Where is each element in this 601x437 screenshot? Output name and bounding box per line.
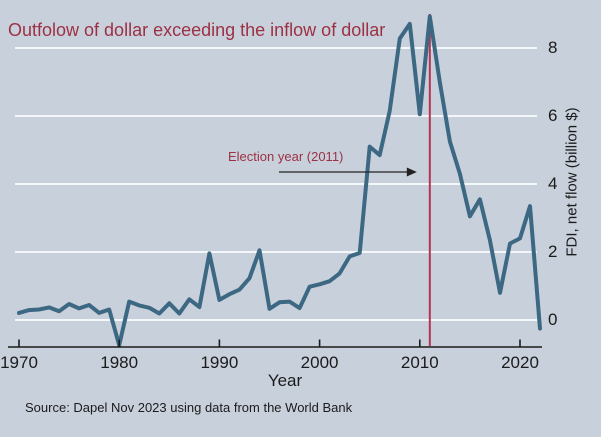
x-tick-label-2000: 2000 [300,353,339,372]
event-annotation-label: Election year (2011) [228,149,344,164]
arrow-head [406,167,417,177]
fdi-net-flow-line [17,14,542,348]
chart-title: Outfolow of dollar exceeding the inflow … [8,20,386,40]
y-tick-label-6: 6 [548,106,558,125]
data-line-group [17,14,542,348]
x-axis-group [8,339,542,348]
x-tick-label-2010: 2010 [400,353,439,372]
annotation-arrow-icon [279,167,417,177]
source-note: Source: Dapel Nov 2023 using data from t… [25,400,353,415]
x-axis-title: Year [267,371,303,390]
x-tick-label-1990: 1990 [200,353,239,372]
y-axis-title: FDI, net flow (billion $) [563,107,581,257]
x-tick-label-1970: 1970 [0,353,38,372]
x-tick-label-1980: 1980 [100,353,139,372]
y-tick-label-2: 2 [548,242,558,261]
y-tick-label-8: 8 [548,38,558,57]
gridlines-group [15,47,537,321]
y-tick-label-4: 4 [548,174,558,193]
x-tick-label-2020: 2020 [501,353,539,372]
y-tick-label-0: 0 [548,310,558,329]
